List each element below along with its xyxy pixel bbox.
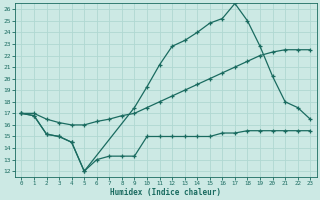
- X-axis label: Humidex (Indice chaleur): Humidex (Indice chaleur): [110, 188, 221, 197]
